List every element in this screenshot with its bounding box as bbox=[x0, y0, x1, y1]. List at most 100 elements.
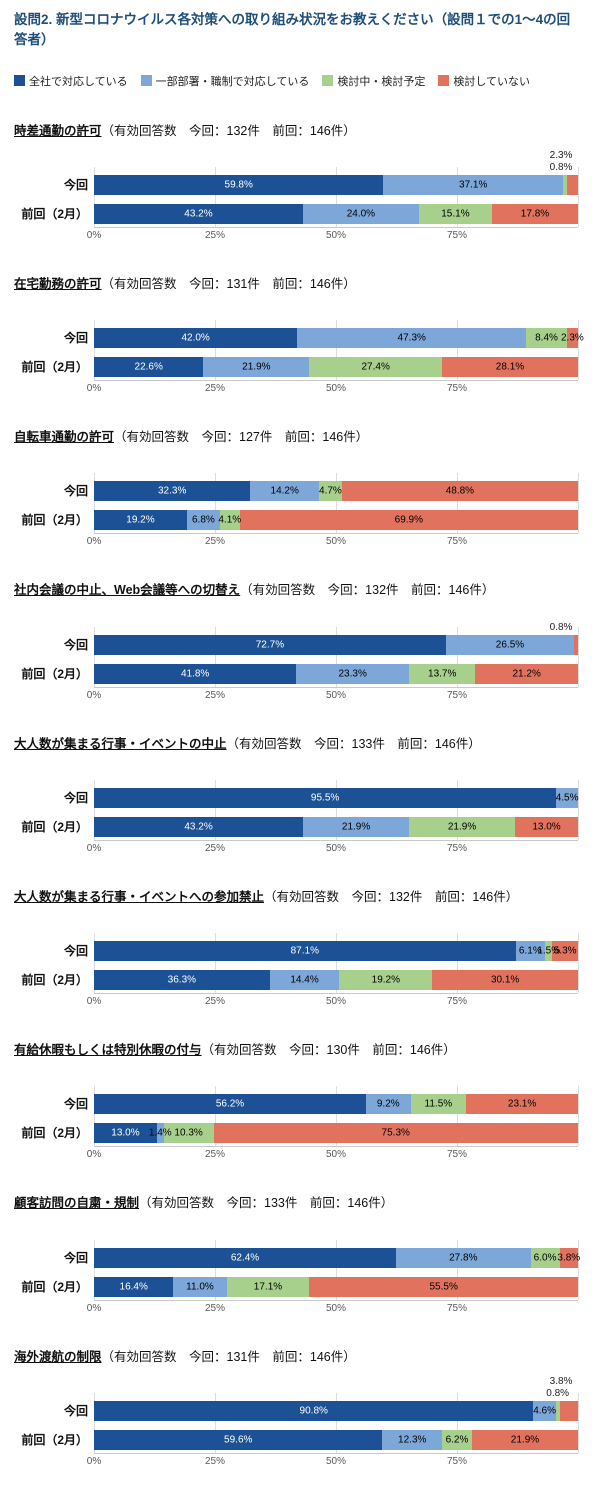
stacked-bar: 13.0% 1.4% 10.3% 75.3% bbox=[94, 1123, 578, 1144]
row-label: 今回 bbox=[63, 790, 88, 805]
bar-segment-2: 6.8% bbox=[186, 510, 220, 531]
bar-segment-1: 43.2% bbox=[94, 816, 304, 837]
bar-segment-label: 27.4% bbox=[361, 361, 390, 373]
chart-title: 社内会議の中止、Web会議等への切替え bbox=[14, 583, 241, 598]
bar-segment-label: 75.3% bbox=[381, 1127, 410, 1139]
bar-segment-4: 2.3% bbox=[561, 328, 584, 348]
bar-segment-label: 1.4% bbox=[148, 1127, 172, 1139]
chart-body: 今回 前回（2月） 72.7% 26.5% 0.8% 41.8% 23.3% 13.7% 21.… bbox=[14, 609, 579, 702]
x-tick-label: 75% bbox=[446, 996, 468, 1007]
x-axis-labels: 0% 25% 50% 75% bbox=[87, 996, 578, 1008]
gridline bbox=[336, 626, 337, 687]
x-tick-label: 75% bbox=[446, 229, 468, 241]
gridline bbox=[215, 626, 216, 687]
bar-segment-label: 41.8% bbox=[180, 668, 210, 679]
chart-heading: 自転車通勤の許可（有効回答数 今回：127件 前回：146件） bbox=[14, 429, 578, 445]
gridline bbox=[336, 779, 337, 840]
grid bbox=[94, 933, 579, 994]
legend-label: 検討中・検討予定 bbox=[337, 75, 426, 88]
gridline bbox=[578, 1239, 579, 1300]
x-tick-label: 25% bbox=[204, 1149, 226, 1161]
x-tick-label: 25% bbox=[204, 383, 226, 394]
bar-segment-label: 37.1% bbox=[459, 179, 488, 191]
x-tick-label: 25% bbox=[204, 229, 226, 241]
bar-segment-3: 13.7% bbox=[409, 663, 476, 684]
plot-area: 59.8% 37.1% 0.8% 2.3% 43.2% 24.0% 15.1% 17.8% 0%… bbox=[87, 149, 579, 242]
plot-area: 90.8% 4.6% 0.8% 3.8% 59.6% 12.3% 6.2% 21.9% 0% 25… bbox=[87, 1375, 579, 1468]
chart-title: 自転車通勤の許可 bbox=[14, 430, 115, 444]
chart-title: 海外渡航の制限 bbox=[14, 1349, 102, 1364]
grid bbox=[94, 320, 579, 381]
bar-segment-label: 55.5% bbox=[429, 1281, 458, 1292]
bar-segment-label: 23.1% bbox=[507, 1098, 537, 1110]
legend-swatch-1 bbox=[14, 75, 25, 86]
chart-heading: 海外渡航の制限（有効回答数 今回：131件 前回：146件） bbox=[14, 1349, 578, 1365]
chart-subtitle: （有効回答数 今回：133件 前回：146件） bbox=[226, 736, 481, 751]
x-tick-label: 50% bbox=[325, 842, 347, 854]
bar-segment-label: 95.5% bbox=[310, 792, 340, 804]
bar-segment-label-above: 0.8% bbox=[549, 161, 573, 173]
stacked-bar: 41.8% 23.3% 13.7% 21.2% bbox=[94, 663, 578, 684]
y-axis-labels: 今回 前回（2月） bbox=[14, 455, 94, 548]
bar-segment-label: 59.6% bbox=[224, 1434, 253, 1446]
bar-segment-label: 2.3% bbox=[560, 332, 584, 344]
x-axis-labels: 0% 25% 50% 75% bbox=[87, 689, 578, 702]
bar-segment-label: 47.3% bbox=[397, 332, 426, 344]
gridline bbox=[578, 779, 579, 840]
gridline bbox=[336, 1086, 337, 1147]
bar-segment-2: 12.3% bbox=[382, 1429, 442, 1450]
stacked-bar: 72.7% 26.5% bbox=[94, 634, 578, 655]
bar-segment-2: 21.9% bbox=[303, 816, 410, 837]
bar-segment-4: 17.8% bbox=[491, 203, 578, 224]
x-tick-label: 50% bbox=[325, 1149, 347, 1161]
bar-segment-2: 27.8% bbox=[396, 1247, 531, 1268]
bar-segment-label-above: 0.8% bbox=[546, 1387, 570, 1399]
grid bbox=[94, 1392, 579, 1454]
x-axis-labels: 0% 25% 50% 75% bbox=[87, 229, 578, 242]
bar-segment-label: 43.2% bbox=[184, 821, 213, 833]
bar-segment-label: 27.8% bbox=[449, 1252, 478, 1263]
bar-segment-label-above: 3.8% bbox=[549, 1375, 573, 1387]
bar-segment-2: 1.4% bbox=[149, 1123, 172, 1144]
gridline bbox=[457, 933, 458, 993]
gridline bbox=[457, 1392, 458, 1453]
bar-segment-label: 10.3% bbox=[174, 1127, 203, 1139]
stacked-bar: 87.1% 6.1% 1.5% 5.3% bbox=[94, 941, 578, 961]
gridline bbox=[215, 473, 216, 534]
bar-segment-1: 13.0% bbox=[94, 1123, 157, 1144]
bar-segment-label: 12.3% bbox=[398, 1434, 427, 1446]
bar-segment-label: 14.2% bbox=[270, 485, 299, 497]
bar-segment-2: 11.0% bbox=[173, 1276, 227, 1297]
chart-section-9: 海外渡航の制限（有効回答数 今回：131件 前回：146件） 今回 前回（2月） 90… bbox=[14, 1349, 579, 1468]
bar-segment-1: 43.2% bbox=[94, 203, 303, 224]
x-tick-label: 0% bbox=[86, 383, 102, 394]
chart-subtitle: （有効回答数 今回：131件 前回：146件） bbox=[101, 276, 356, 291]
x-tick-label: 75% bbox=[446, 842, 468, 854]
chart-section-5: 大人数が集まる行事・イベントの中止（有効回答数 今回：133件 前回：146件）… bbox=[14, 736, 579, 855]
bar-segment-label: 22.6% bbox=[134, 361, 163, 373]
y-axis-labels: 今回 前回（2月） bbox=[14, 609, 94, 702]
row-label: 今回 bbox=[63, 1097, 88, 1112]
row-label: 前回（2月） bbox=[21, 1126, 88, 1141]
gridline bbox=[215, 1086, 216, 1147]
gridline bbox=[94, 626, 95, 687]
bar-segment-2: 6.1% bbox=[515, 941, 546, 961]
chart-heading: 大人数が集まる行事・イベントの中止（有効回答数 今回：133件 前回：146件） bbox=[14, 736, 578, 752]
chart-body: 今回 前回（2月） 59.8% 37.1% 0.8% 2.3% 43.2% 24.0% 15.1… bbox=[14, 149, 579, 242]
bar-segment-1: 59.8% bbox=[94, 174, 384, 195]
gridline bbox=[94, 473, 95, 534]
bar-segment-label-above: 0.8% bbox=[549, 621, 573, 633]
chart-subtitle: （有効回答数 今回：132件 前回：146件） bbox=[240, 583, 495, 598]
bar-segment-1: 41.8% bbox=[94, 663, 297, 684]
x-tick-label: 75% bbox=[446, 689, 468, 701]
bar-segment-label: 56.2% bbox=[215, 1098, 245, 1110]
grid bbox=[94, 1239, 579, 1301]
bar-segment-label: 6.0% bbox=[533, 1252, 557, 1263]
grid bbox=[94, 779, 579, 841]
chart-section-8: 顧客訪問の自粛・規制（有効回答数 今回：133件 前回：146件） 今回 前回（2月… bbox=[14, 1195, 580, 1314]
chart-section-2: 在宅勤務の許可（有効回答数 今回：131件 前回：146件） 今回 前回（2月） 42… bbox=[14, 276, 584, 395]
bar-segment-1: 36.3% bbox=[94, 970, 270, 990]
bar-segment-label: 4.5% bbox=[555, 792, 579, 804]
stacked-bar: 19.2% 6.8% 4.1% 69.9% bbox=[94, 510, 578, 531]
